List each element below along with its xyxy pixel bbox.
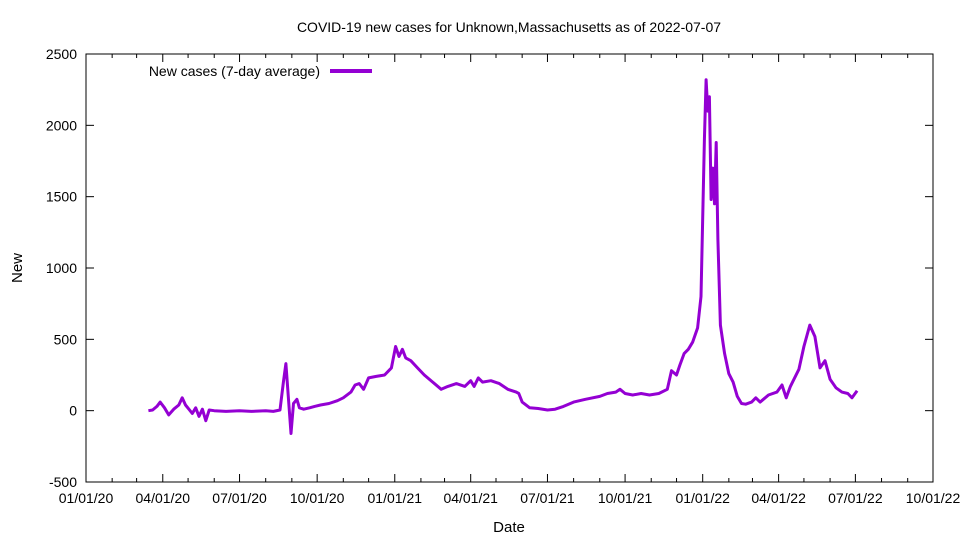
y-tick-label: 1000 <box>46 260 77 276</box>
x-tick-label: 10/01/21 <box>598 490 653 506</box>
x-tick-label: 04/01/22 <box>751 490 806 506</box>
x-axis-tick-labels: 01/01/20 04/01/20 07/01/20 10/01/20 01/01/21… <box>59 490 960 506</box>
x-axis-label: Date <box>493 519 525 536</box>
y-axis-tick-labels: -500 0 500 1000 1500 2000 2500 <box>46 46 77 490</box>
x-tick-label: 01/01/22 <box>675 490 730 506</box>
x-tick-label: 07/01/21 <box>520 490 575 506</box>
x-tick-label: 04/01/20 <box>136 490 191 506</box>
series-layer <box>148 78 859 435</box>
x-tick-label: 10/01/20 <box>290 490 345 506</box>
y-tick-label: 500 <box>54 331 78 347</box>
y-tick-label: -500 <box>49 474 77 490</box>
y-tick-label: 0 <box>69 403 77 419</box>
x-tick-label: 01/01/21 <box>368 490 423 506</box>
plot-area <box>85 53 934 483</box>
y-axis-label: New <box>9 253 26 283</box>
legend: New cases (7-day average) <box>149 63 372 79</box>
y-tick-label: 2500 <box>46 46 77 62</box>
legend-entry-label: New cases (7-day average) <box>149 63 320 79</box>
x-tick-label: 10/01/22 <box>906 490 960 506</box>
y-tick-label: 1500 <box>46 189 77 205</box>
x-tick-label: 07/01/22 <box>828 490 883 506</box>
x-tick-label: 04/01/21 <box>443 490 498 506</box>
plot-border <box>85 53 934 483</box>
axis-ticks <box>85 53 934 483</box>
y-tick-label: 2000 <box>46 117 77 133</box>
x-tick-label: 07/01/20 <box>212 490 267 506</box>
x-tick-label: 01/01/20 <box>59 490 114 506</box>
chart-title: COVID-19 new cases for Unknown,Massachus… <box>297 19 721 35</box>
series-line-0 <box>148 78 859 435</box>
